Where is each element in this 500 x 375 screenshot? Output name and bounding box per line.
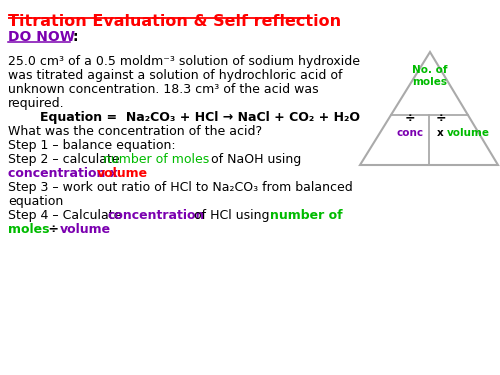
- Text: 25.0 cm³ of a 0.5 moldm⁻³ solution of sodium hydroxide: 25.0 cm³ of a 0.5 moldm⁻³ solution of so…: [8, 55, 360, 68]
- Text: volume: volume: [97, 167, 148, 180]
- Text: concentration x: concentration x: [8, 167, 122, 180]
- Text: volume: volume: [446, 128, 490, 138]
- Text: conc: conc: [396, 128, 424, 138]
- Text: moles: moles: [412, 77, 448, 87]
- Text: Step 3 – work out ratio of HCl to Na₂CO₃ from balanced: Step 3 – work out ratio of HCl to Na₂CO₃…: [8, 181, 353, 194]
- Text: equation: equation: [8, 195, 63, 208]
- Text: Titration Evaluation & Self reflection: Titration Evaluation & Self reflection: [8, 14, 341, 29]
- Text: ÷: ÷: [436, 112, 446, 125]
- Text: volume: volume: [60, 223, 111, 236]
- Text: Step 1 – balance equation:: Step 1 – balance equation:: [8, 139, 175, 152]
- Text: What was the concentration of the acid?: What was the concentration of the acid?: [8, 125, 262, 138]
- Text: concentration: concentration: [107, 209, 204, 222]
- Text: :: :: [72, 30, 78, 44]
- Text: was titrated against a solution of hydrochloric acid of: was titrated against a solution of hydro…: [8, 69, 342, 82]
- Text: of HCl using: of HCl using: [190, 209, 274, 222]
- Text: unknown concentration. 18.3 cm³ of the acid was: unknown concentration. 18.3 cm³ of the a…: [8, 83, 318, 96]
- Text: Step 2 – calculate: Step 2 – calculate: [8, 153, 123, 166]
- Text: x: x: [438, 128, 444, 138]
- Text: ÷: ÷: [405, 112, 415, 125]
- Text: Step 4 – Calculate: Step 4 – Calculate: [8, 209, 126, 222]
- Text: No. of: No. of: [412, 65, 448, 75]
- Text: number of moles: number of moles: [103, 153, 209, 166]
- Text: number of: number of: [270, 209, 342, 222]
- Text: DO NOW: DO NOW: [8, 30, 75, 44]
- Text: ÷: ÷: [44, 223, 64, 236]
- Text: moles: moles: [8, 223, 50, 236]
- Text: of NaOH using: of NaOH using: [207, 153, 301, 166]
- Text: required.: required.: [8, 97, 64, 110]
- Text: Equation =  Na₂CO₃ + HCl → NaCl + CO₂ + H₂O: Equation = Na₂CO₃ + HCl → NaCl + CO₂ + H…: [40, 111, 360, 124]
